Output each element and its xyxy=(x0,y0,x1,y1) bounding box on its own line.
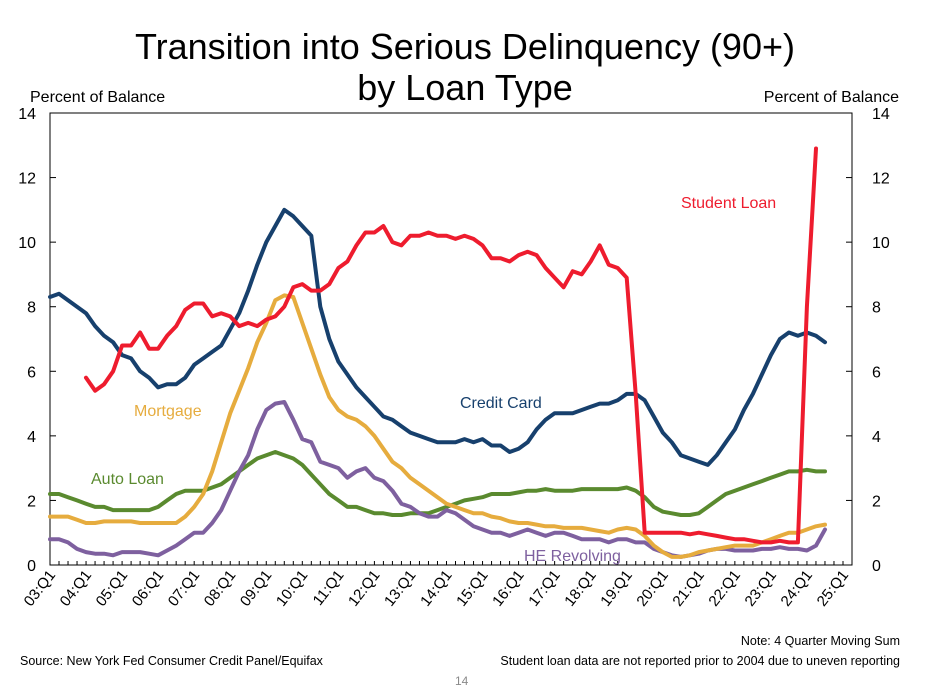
series-line-student-loan xyxy=(84,146,818,545)
series-labels: Student Loan Credit Card Mortgage Auto Loan… xyxy=(91,195,776,565)
chart-title-line-2: by Loan Type xyxy=(357,67,573,108)
y-tick-label-right: 2 xyxy=(872,493,881,510)
y-tick-label-left: 8 xyxy=(27,300,36,317)
x-tick-label: 07:Q1 xyxy=(165,567,204,610)
series-line-mortgage xyxy=(48,293,827,559)
y-tick-label-left: 14 xyxy=(18,106,36,123)
chart-series xyxy=(48,146,827,559)
series-label-mortgage: Mortgage xyxy=(134,403,202,420)
moving-sum-note: Note: 4 Quarter Moving Sum xyxy=(740,634,900,648)
y-tick-label-right: 14 xyxy=(872,106,890,123)
y-tick-label-right: 6 xyxy=(872,364,881,381)
series-label-auto-loan: Auto Loan xyxy=(91,471,164,488)
left-axis-caption: Percent of Balance xyxy=(30,89,166,106)
y-tick-label-left: 6 xyxy=(27,364,36,381)
x-tick-label: 09:Q1 xyxy=(237,567,276,610)
series-line-auto-loan xyxy=(48,450,827,517)
series-label-credit-card: Credit Card xyxy=(460,395,542,412)
right-axis-caption: Percent of Balance xyxy=(763,89,899,106)
x-tick-label: 05:Q1 xyxy=(93,567,132,610)
y-tick-label-right: 0 xyxy=(872,558,881,575)
y-tick-label-left: 12 xyxy=(18,171,36,188)
y-tick-label-left: 4 xyxy=(27,429,36,446)
x-tick-label: 24:Q1 xyxy=(778,567,817,610)
x-tick-label: 16:Q1 xyxy=(489,567,528,610)
x-tick-label: 14:Q1 xyxy=(417,567,456,610)
y-tick-label-right: 8 xyxy=(872,300,881,317)
x-tick-label: 10:Q1 xyxy=(273,567,312,610)
x-tick-label: 19:Q1 xyxy=(597,567,636,610)
y-tick-label-right: 4 xyxy=(872,429,881,446)
x-tick-label: 25:Q1 xyxy=(814,567,853,610)
x-tick-label: 12:Q1 xyxy=(345,567,384,610)
x-tick-label: 15:Q1 xyxy=(453,567,492,610)
chart-title-line-1: Transition into Serious Delinquency (90+… xyxy=(134,26,795,67)
y-tick-label-left: 2 xyxy=(27,493,36,510)
x-tick-label: 06:Q1 xyxy=(129,567,168,610)
x-tick-label: 18:Q1 xyxy=(561,567,600,610)
x-tick-label: 20:Q1 xyxy=(633,567,672,610)
series-label-he-revolving: HE Revolving xyxy=(524,548,621,565)
x-tick-label: 22:Q1 xyxy=(705,567,744,610)
page-number: 14 xyxy=(455,674,469,688)
y-tick-label-right: 12 xyxy=(872,171,890,188)
x-tick-label: 13:Q1 xyxy=(381,567,420,610)
plot-frame xyxy=(49,112,853,566)
x-tick-label: 08:Q1 xyxy=(201,567,240,610)
series-label-student-loan: Student Loan xyxy=(681,195,776,212)
source-note: Source: New York Fed Consumer Credit Pan… xyxy=(20,654,323,668)
series-line-credit-card xyxy=(48,207,827,467)
x-tick-label: 23:Q1 xyxy=(741,567,780,610)
x-tick-label: 21:Q1 xyxy=(669,567,708,610)
student-loan-note: Student loan data are not reported prior… xyxy=(500,654,900,668)
x-tick-label: 11:Q1 xyxy=(310,567,348,609)
y-tick-label-left: 0 xyxy=(27,558,36,575)
y-tick-label-right: 10 xyxy=(872,235,890,252)
chart-title: Transition into Serious Delinquency (90+… xyxy=(0,26,930,108)
x-tick-label: 04:Q1 xyxy=(57,567,96,610)
x-tick-label: 17:Q1 xyxy=(525,567,564,610)
y-tick-label-left: 10 xyxy=(18,235,36,252)
